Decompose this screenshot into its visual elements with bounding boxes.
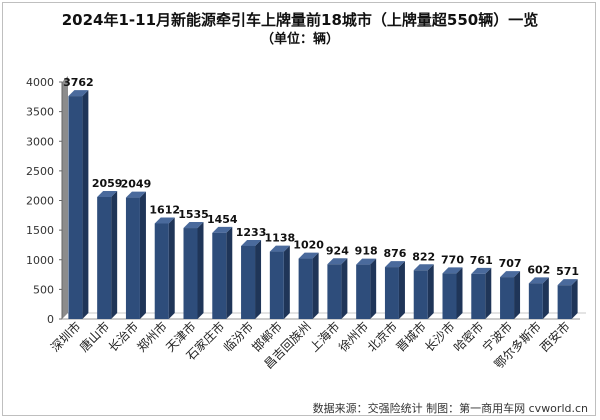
bar-top [327, 258, 348, 265]
data-label: 1138 [265, 232, 296, 245]
bar [471, 273, 486, 319]
bar-top [500, 271, 521, 278]
y-tick-label: 0 [47, 313, 54, 326]
data-label: 1233 [236, 226, 267, 239]
bar-top [384, 261, 405, 268]
bar [557, 285, 572, 319]
x-tick-label: 长沙市 [422, 319, 458, 355]
bar [298, 258, 313, 319]
data-source: 数据来源：交强险统计 制图：第一商用车网 cvworld.cn [312, 402, 588, 415]
x-tick-label: 哈密市 [450, 319, 486, 355]
bar [154, 223, 169, 319]
data-label: 822 [412, 250, 435, 263]
chart-subtitle: （单位：辆） [260, 32, 339, 47]
bar-side [485, 267, 492, 319]
y-tick-label: 1500 [26, 224, 54, 237]
bar-top [154, 217, 175, 224]
data-label: 1020 [293, 239, 324, 252]
bar-top [183, 222, 204, 229]
data-label: 707 [499, 257, 522, 270]
bar-side [168, 217, 175, 319]
x-tick-label: 郑州市 [134, 319, 170, 355]
bar [327, 264, 342, 319]
bar-top [528, 277, 549, 284]
data-label: 1454 [207, 213, 238, 226]
data-label: 918 [355, 245, 378, 258]
bar-top [212, 226, 233, 233]
data-label: 602 [527, 263, 550, 276]
bar-side [111, 191, 118, 319]
y-tick-label: 2500 [26, 165, 54, 178]
data-label: 1535 [178, 208, 209, 221]
y-tick-label: 3500 [26, 106, 54, 119]
bar-side [82, 90, 89, 319]
data-label: 2059 [92, 177, 123, 190]
data-label: 3762 [63, 76, 94, 89]
bar [442, 273, 457, 319]
data-label: 876 [383, 247, 406, 260]
bar-side [514, 271, 521, 319]
bar-side [427, 264, 434, 319]
bar [68, 96, 83, 319]
bar [269, 251, 284, 319]
bar-side [139, 191, 146, 319]
bar-top [471, 267, 492, 274]
bar [97, 197, 112, 319]
y-tick-label: 1000 [26, 254, 54, 267]
bar-side [542, 277, 549, 319]
x-tick-label: 长治市 [105, 319, 141, 355]
bar-side [398, 261, 405, 319]
data-label: 924 [326, 244, 349, 257]
bar-top [298, 252, 319, 259]
bar [528, 283, 543, 319]
bar-top [413, 264, 434, 271]
bar [384, 267, 399, 319]
bar [356, 264, 371, 319]
x-tick-label: 唐山市 [76, 319, 112, 355]
data-label: 2049 [121, 178, 152, 191]
x-tick-label: 临汾市 [220, 319, 256, 355]
x-tick-label: 北京市 [364, 319, 400, 355]
chart-title: 2024年1-11月新能源牵引车上牌量前18城市（上牌量超550辆）一览 [61, 11, 539, 29]
bar [413, 270, 428, 319]
bar-top [356, 258, 377, 265]
bar-side [456, 267, 463, 319]
x-tick-label: 徐州市 [335, 319, 371, 355]
data-label: 571 [556, 265, 579, 278]
x-tick-label: 上海市 [306, 319, 342, 355]
bar-side [571, 279, 578, 319]
bar [212, 232, 227, 319]
bar-top [97, 191, 118, 198]
bar-top [557, 279, 578, 286]
y-tick-label: 3000 [26, 135, 54, 148]
bar-side [226, 226, 233, 319]
bar-top [68, 90, 89, 97]
data-label: 770 [441, 253, 464, 266]
chart-frame [2, 2, 596, 416]
bar-side [341, 258, 348, 319]
bar-top [269, 245, 290, 252]
bar-top [241, 239, 262, 246]
y-tick-label: 4000 [26, 76, 54, 89]
x-tick-label: 晋城市 [393, 319, 429, 355]
bar-side [255, 239, 262, 319]
bar [125, 197, 140, 319]
bar-side [283, 245, 290, 319]
bar [241, 245, 256, 319]
bar [183, 228, 198, 319]
x-tick-label: 西安市 [537, 319, 573, 355]
y-tick-label: 2000 [26, 195, 54, 208]
data-label: 761 [470, 254, 493, 267]
bar [500, 277, 515, 319]
bar-side [197, 222, 204, 319]
bar-side [312, 252, 319, 319]
y-tick-label: 500 [33, 283, 54, 296]
axis-wall [62, 76, 68, 319]
bar-side [370, 258, 377, 319]
bar-top [125, 191, 146, 198]
bar-top [442, 267, 463, 274]
data-label: 1612 [149, 203, 180, 216]
